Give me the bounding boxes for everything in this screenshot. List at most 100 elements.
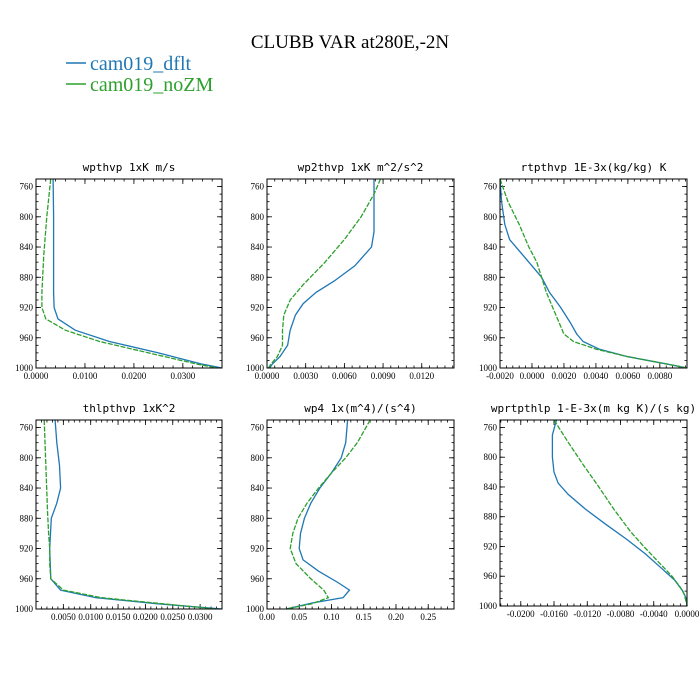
y-tick-label: 840: [251, 483, 265, 493]
panel-6: wprtpthlp 1-E-3x(m kg K)/(s kg) -0.0200 -0…: [479, 402, 700, 619]
plot-frame: [499, 178, 688, 369]
x-tick-label: 0.0030: [293, 371, 318, 381]
y-tick-label: 760: [484, 182, 498, 192]
x-tick-label: 0.0200: [122, 371, 147, 381]
panel-title: rtpthvp 1E-3x(kg/kg) K: [521, 161, 667, 174]
plot-frame: [35, 419, 223, 610]
series-line-cam019_dflt: [499, 178, 688, 369]
figure-title: CLUBB VAR at280E,-2N: [251, 32, 450, 53]
plot-frame: [35, 178, 223, 369]
y-tick-label: 840: [484, 242, 498, 252]
x-tick-label: 0.0000: [24, 371, 49, 381]
x-tick-label: -0.0020: [486, 371, 514, 381]
panel-title: wpthvp 1xK m/s: [83, 161, 176, 174]
x-tick-label: 0.0090: [371, 371, 396, 381]
panel-title: thlpthvp 1xK^2: [83, 402, 176, 415]
x-tick-label: 0.25: [420, 612, 436, 622]
legend-label-dflt: cam019_dflt: [90, 53, 192, 75]
x-tick-label: 0.0250: [160, 612, 185, 622]
y-tick-label: 800: [20, 212, 34, 222]
panel-title: wprtpthlp 1-E-3x(m kg K)/(s kg): [491, 402, 696, 415]
x-tick-label: 0.00: [259, 612, 275, 622]
series-line-cam019_noZM: [553, 419, 688, 607]
x-tick-label: -0.0160: [540, 609, 568, 619]
panel-title: wp4 1x(m^4)/(s^4): [304, 402, 417, 415]
x-tick-label: -0.0200: [507, 609, 535, 619]
y-tick-label: 800: [251, 212, 265, 222]
x-tick-label: 0.15: [356, 612, 372, 622]
x-tick-label: 0.0200: [133, 612, 158, 622]
series-line-cam019_noZM: [499, 178, 688, 369]
x-tick-label: 0.0000: [255, 371, 280, 381]
legend-entry-dflt: cam019_dflt: [66, 53, 192, 75]
panel-title: wp2thvp 1xK m^2/s^2: [298, 161, 424, 174]
y-tick-label: 760: [20, 182, 34, 192]
series-line-cam019_noZM: [43, 419, 217, 610]
x-tick-label: 0.0120: [409, 371, 434, 381]
y-tick-label: 800: [251, 453, 265, 463]
y-tick-label: 840: [20, 242, 34, 252]
panel-2: wp2thvp 1xK m^2/s^2 0.0000 0.0030 0.0060 0.0…: [246, 161, 455, 381]
y-tick-label: 800: [20, 453, 34, 463]
y-tick-label: 840: [20, 483, 34, 493]
y-tick-label: 1000: [15, 604, 34, 614]
panel-1: wpthvp 1xK m/s 0.0000 0.0100 0.0200 0.0300 76…: [15, 161, 223, 381]
series-line-cam019_dflt: [49, 419, 223, 610]
x-tick-label: 0.0100: [78, 612, 103, 622]
x-tick-label: 0.0040: [584, 371, 609, 381]
y-tick-label: 960: [484, 571, 498, 581]
y-tick-label: 960: [251, 333, 265, 343]
y-tick-label: 920: [20, 544, 34, 554]
x-tick-label: -0.0080: [607, 609, 635, 619]
y-tick-label: 880: [484, 512, 498, 522]
x-tick-label: 0.0050: [51, 612, 76, 622]
y-tick-label: 960: [20, 333, 34, 343]
series-line-cam019_dflt: [269, 179, 375, 369]
series-line-cam019_noZM: [41, 178, 218, 369]
x-tick-label: 0.0000: [675, 609, 700, 619]
plot-frame: [266, 419, 455, 610]
y-tick-label: 840: [251, 242, 265, 252]
y-tick-label: 760: [251, 423, 265, 433]
series-line-cam019_noZM: [267, 178, 382, 369]
y-tick-label: 920: [484, 541, 498, 551]
x-tick-label: -0.0040: [640, 609, 668, 619]
x-tick-label: 0.20: [388, 612, 404, 622]
panel-4: thlpthvp 1xK^20.0050 0.0100 0.0150 0.0200 0.…: [15, 402, 223, 622]
y-tick-label: 880: [20, 272, 34, 282]
x-tick-label: 0.0020: [552, 371, 577, 381]
x-tick-label: 0.0300: [188, 612, 213, 622]
y-tick-label: 920: [251, 303, 265, 313]
x-tick-label: 0.0100: [73, 371, 98, 381]
y-tick-label: 760: [484, 422, 498, 432]
y-tick-label: 1000: [479, 363, 498, 373]
x-tick-label: 0.0000: [520, 371, 545, 381]
plot-frame: [499, 419, 688, 607]
plot-frame: [266, 178, 455, 369]
series-line-cam019_dflt: [286, 419, 351, 610]
x-tick-label: 0.05: [291, 612, 307, 622]
y-tick-label: 760: [251, 182, 265, 192]
legend: cam019_dflt cam019_noZM: [66, 53, 214, 96]
y-tick-label: 920: [20, 303, 34, 313]
series-line-cam019_dflt: [52, 178, 223, 369]
y-tick-label: 840: [484, 482, 498, 492]
y-tick-label: 960: [251, 574, 265, 584]
y-tick-label: 800: [484, 212, 498, 222]
x-tick-label: 0.0060: [332, 371, 357, 381]
y-tick-label: 800: [484, 452, 498, 462]
y-tick-label: 960: [484, 333, 498, 343]
y-tick-label: 1000: [479, 601, 498, 611]
y-tick-label: 880: [484, 272, 498, 282]
x-tick-label: 0.10: [324, 612, 340, 622]
y-tick-label: 1000: [246, 363, 265, 373]
y-tick-label: 1000: [15, 363, 34, 373]
y-tick-label: 1000: [246, 604, 265, 614]
y-tick-label: 880: [251, 272, 265, 282]
legend-label-nozm: cam019_noZM: [90, 74, 214, 96]
y-tick-label: 960: [20, 574, 34, 584]
y-tick-label: 920: [484, 303, 498, 313]
panel-grid: wpthvp 1xK m/s 0.0000 0.0100 0.0200 0.0300 76…: [15, 161, 700, 622]
series-line-cam019_noZM: [286, 419, 371, 610]
